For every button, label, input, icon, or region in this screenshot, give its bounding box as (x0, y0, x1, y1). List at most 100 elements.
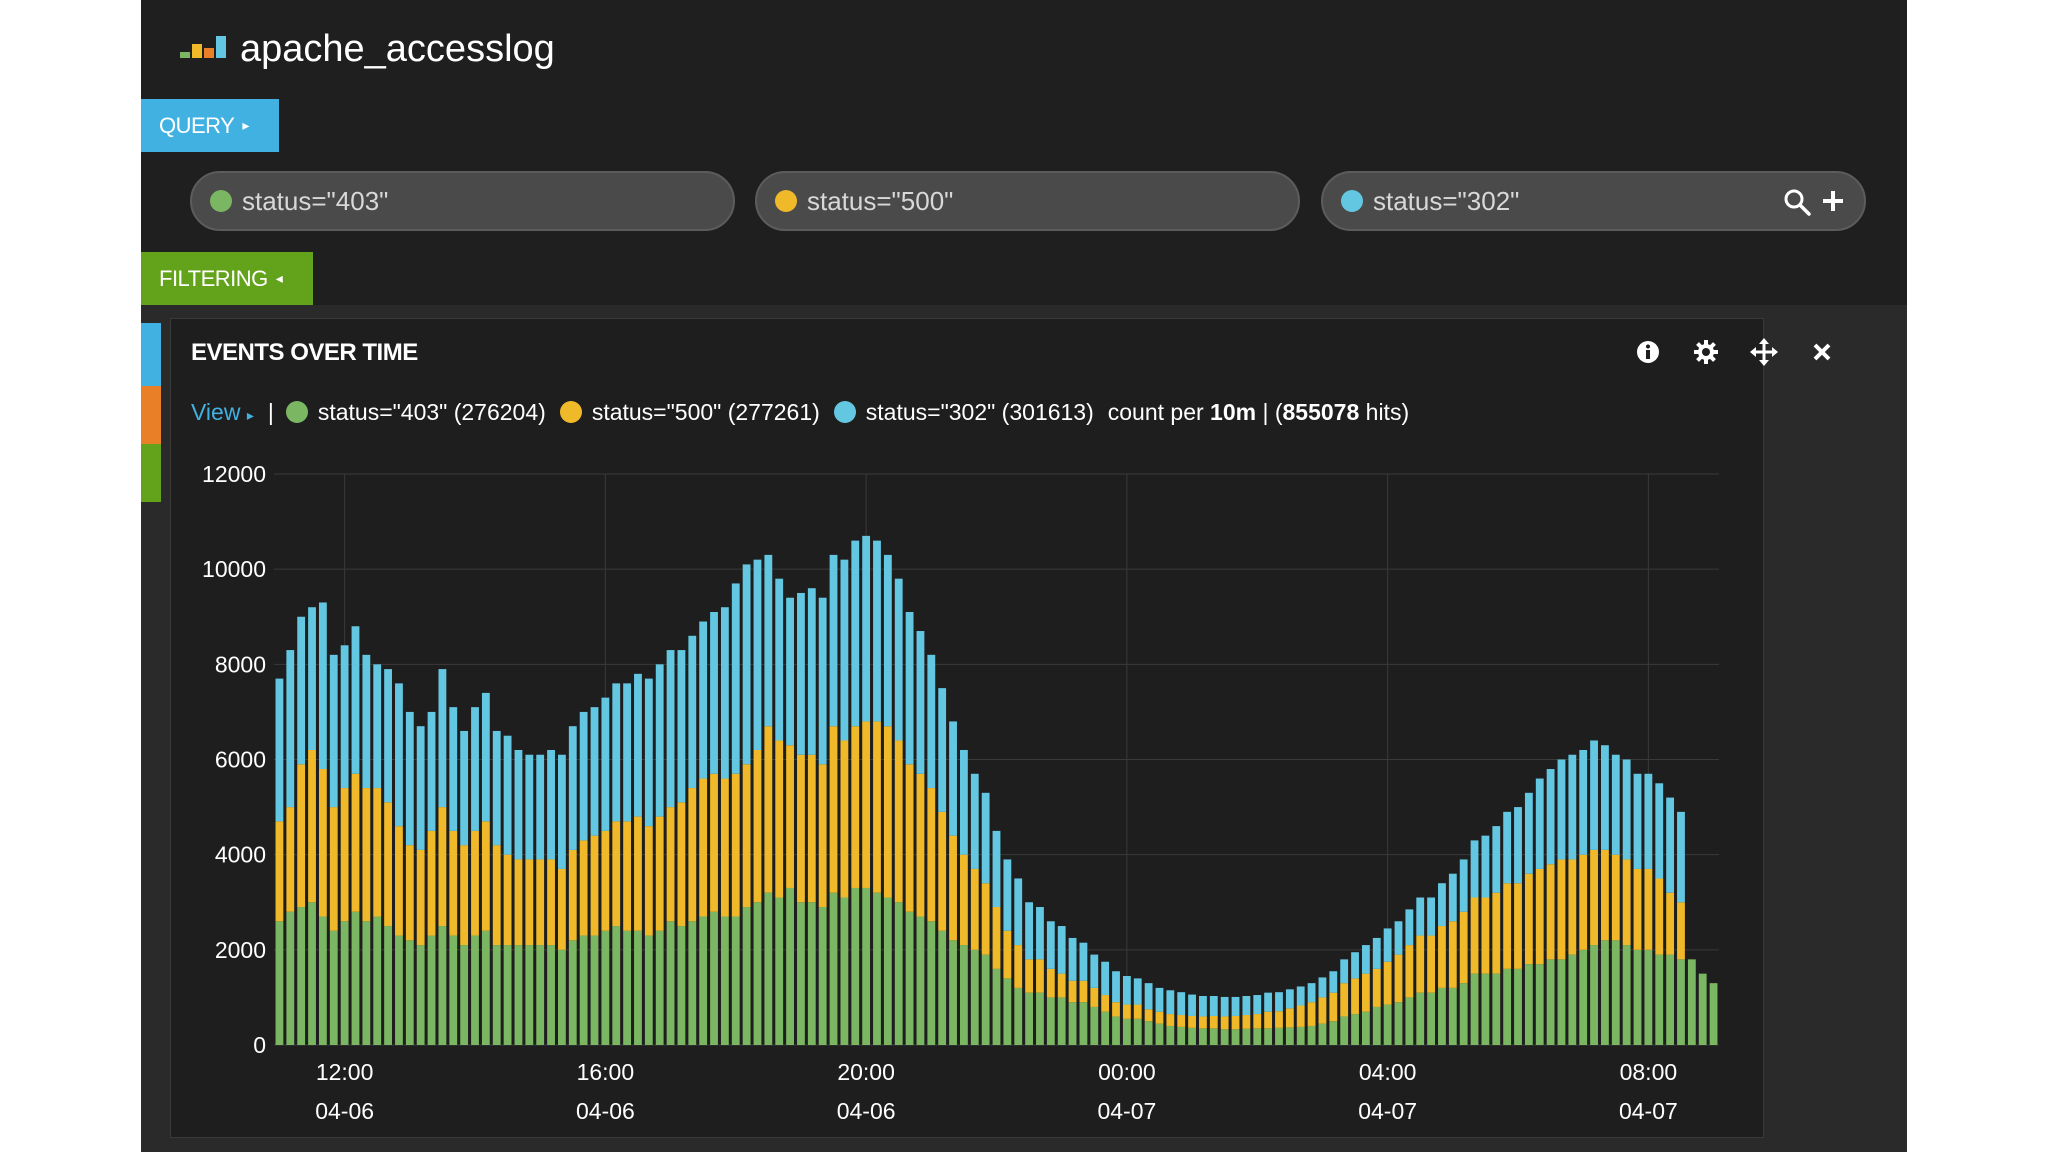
legend-item-403[interactable]: status="403" (276204) (285, 399, 546, 426)
bar-segment-403 (1253, 1028, 1262, 1045)
bar-segment-500 (1590, 849, 1598, 946)
legend-item-302[interactable]: status="302" (301613) (833, 399, 1094, 426)
bar-segment-403 (1296, 1026, 1305, 1045)
series-color-dot[interactable] (210, 190, 232, 212)
bar-segment-302 (1220, 996, 1229, 1017)
bar-segment-500 (905, 764, 914, 912)
move-icon[interactable] (1749, 337, 1779, 367)
info-icon[interactable] (1633, 337, 1663, 367)
bar-segment-302 (1427, 897, 1435, 936)
bar-segment-302 (601, 697, 610, 831)
query-input-3[interactable]: status="302" (1321, 171, 1866, 231)
bar-segment-500 (384, 802, 392, 927)
legend-item-500[interactable]: status="500" (277261) (559, 398, 820, 426)
filtering-tab[interactable]: FILTERING ◂ (141, 252, 313, 305)
bar-segment-403 (1394, 1002, 1403, 1045)
bar-segment-302 (1101, 961, 1110, 996)
view-menu-link[interactable]: View ▸ (191, 398, 254, 425)
bar-segment-302 (764, 554, 773, 727)
row-color-strip-blue[interactable] (141, 323, 161, 386)
bar-segment-302 (731, 583, 740, 774)
bar-segment-500 (275, 821, 284, 922)
bar-segment-500 (1155, 1011, 1164, 1024)
bar-segment-302 (970, 773, 979, 869)
bar-segment-500 (699, 778, 708, 917)
logo-icon (180, 36, 226, 58)
bar-segment-403 (1133, 1018, 1142, 1045)
close-icon[interactable] (1807, 337, 1837, 367)
series-color-dot[interactable] (775, 190, 797, 212)
bar-segment-403 (786, 887, 794, 1045)
bar-segment-302 (340, 645, 349, 789)
bar-segment-500 (1622, 859, 1631, 946)
bar-segment-302 (1448, 873, 1457, 922)
bar-segment-302 (612, 683, 621, 822)
bar-segment-302 (558, 754, 566, 869)
bar-segment-500 (634, 816, 642, 931)
bar-segment-500 (1090, 987, 1099, 1007)
bar-segment-500 (318, 769, 327, 917)
bar-segment-302 (1372, 937, 1381, 969)
bar-segment-302 (1285, 989, 1294, 1009)
bar-segment-302 (938, 688, 947, 812)
bar-segment-403 (970, 949, 979, 1045)
row-color-strip-green[interactable] (141, 444, 161, 502)
bar-segment-403 (1285, 1027, 1294, 1045)
bar-segment-403 (753, 902, 762, 1045)
bar-segment-500 (927, 788, 936, 922)
bar-segment-302 (905, 611, 914, 765)
bar-segment-403 (818, 907, 827, 1045)
bar-segment-500 (938, 811, 947, 931)
bar-segment-302 (275, 678, 284, 822)
legend-label: status="500" (277261) (591, 398, 820, 425)
bar-segment-500 (1199, 1016, 1207, 1029)
bar-segment-403 (1535, 964, 1544, 1045)
bar-segment-302 (1535, 778, 1544, 869)
bar-segment-302 (579, 711, 588, 841)
query-input-2[interactable]: status="500" (755, 171, 1300, 231)
bar-segment-403 (1351, 1014, 1359, 1045)
bar-segment-302 (460, 730, 469, 846)
bar-segment-302 (623, 683, 632, 822)
chart-legend: View ▸ | status="403" (276204) status="5… (191, 395, 1409, 429)
bar-segment-500 (1340, 983, 1349, 1017)
x-tick-time-label: 20:00 (837, 1059, 895, 1085)
x-tick-time-label: 08:00 (1620, 1059, 1678, 1085)
bar-segment-500 (481, 821, 490, 931)
bar-segment-403 (634, 930, 642, 1045)
search-icon[interactable] (1782, 187, 1812, 217)
query-tab[interactable]: QUERY ▸ (141, 99, 279, 152)
bar-segment-403 (1568, 954, 1577, 1045)
query-input-1[interactable]: status="403" (190, 171, 735, 231)
bar-segment-302 (1361, 945, 1370, 974)
gear-icon[interactable] (1691, 337, 1721, 367)
bar-segment-500 (1046, 968, 1055, 998)
bar-segment-302 (427, 711, 436, 831)
bar-segment-500 (612, 821, 621, 927)
bar-segment-302 (710, 611, 718, 774)
bar-segment-403 (384, 926, 392, 1045)
row-color-strip-orange[interactable] (141, 386, 161, 444)
bar-segment-302 (1188, 994, 1196, 1016)
series-color-dot[interactable] (1341, 190, 1363, 212)
plus-icon[interactable] (1820, 187, 1846, 217)
bar-segment-302 (1144, 983, 1153, 1010)
bar-segment-500 (503, 854, 512, 946)
bar-segment-500 (492, 845, 501, 946)
bar-segment-403 (427, 935, 436, 1045)
bar-segment-403 (1307, 1025, 1316, 1045)
bar-segment-500 (438, 807, 447, 927)
bar-segment-500 (1524, 873, 1533, 965)
x-tick-date-label: 04-06 (837, 1098, 896, 1124)
bar-segment-403 (807, 902, 816, 1045)
bar-segment-302 (1133, 978, 1142, 1005)
interval-value: 10m (1210, 398, 1257, 425)
bar-segment-403 (1698, 973, 1707, 1045)
bar-segment-500 (1557, 859, 1566, 960)
bar-segment-403 (829, 892, 838, 1045)
bar-segment-500 (1220, 1016, 1229, 1030)
bar-segment-302 (1155, 987, 1164, 1012)
bar-segment-500 (720, 778, 729, 917)
bar-segment-500 (981, 883, 990, 955)
bar-segment-500 (1209, 1015, 1218, 1029)
